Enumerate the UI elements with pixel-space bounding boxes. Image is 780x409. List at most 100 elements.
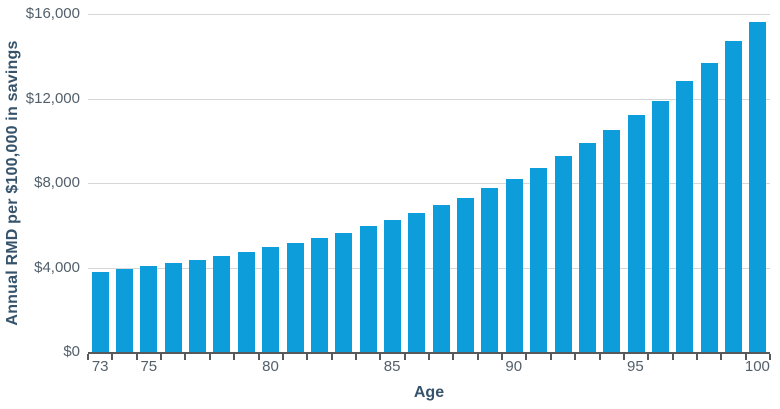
bar-age-87 <box>432 205 450 352</box>
gridline <box>88 14 770 15</box>
x-tick-mark <box>87 354 89 360</box>
bar-age-98 <box>700 62 718 352</box>
bar-age-73 <box>91 272 109 352</box>
bar-slot <box>648 14 672 352</box>
bar-age-94 <box>603 129 621 352</box>
x-tick-label <box>210 358 234 375</box>
bar-age-91 <box>530 168 548 352</box>
x-tick-mark <box>744 354 747 360</box>
x-tick-mark <box>622 354 625 360</box>
x-tick-mark <box>403 354 406 360</box>
x-tick-label <box>112 358 136 375</box>
x-tick-label <box>185 358 209 375</box>
gridline <box>88 183 770 184</box>
bar-age-97 <box>676 81 694 352</box>
x-tick-label: 90 <box>505 358 523 375</box>
gridline <box>88 267 770 269</box>
x-tick-mark <box>647 354 650 360</box>
x-tick-mark <box>549 354 552 360</box>
bar-age-79 <box>237 251 255 352</box>
x-tick-label <box>356 358 380 375</box>
bar-slot <box>307 14 331 352</box>
x-tick-label: 100 <box>744 358 770 375</box>
x-tick-mark <box>281 354 284 360</box>
bar-slot <box>478 14 502 352</box>
bar-slot <box>88 14 112 352</box>
bar-age-80 <box>262 247 280 352</box>
bar-slot <box>746 14 770 352</box>
bar-slot <box>551 14 575 352</box>
x-tick-label <box>696 358 720 375</box>
bar-slot <box>356 14 380 352</box>
bar-slot <box>721 14 745 352</box>
x-tick-mark <box>574 354 577 360</box>
bar-slot <box>600 14 624 352</box>
bar-slot <box>112 14 136 352</box>
x-tick-label: 73 <box>91 358 109 375</box>
x-tick-label <box>672 358 696 375</box>
y-tick-label: $12,000 <box>25 89 80 107</box>
bar-slot <box>283 14 307 352</box>
x-tick-mark <box>769 354 771 360</box>
x-tick-mark <box>257 354 260 360</box>
bar-age-86 <box>408 213 426 352</box>
bar-slot <box>259 14 283 352</box>
bar-age-88 <box>457 197 475 352</box>
x-tick-label <box>161 358 185 375</box>
x-tick-label: 75 <box>140 358 158 375</box>
x-tick-mark <box>695 354 698 360</box>
x-tick-label: 80 <box>262 358 279 375</box>
bar-age-96 <box>651 100 669 352</box>
x-tick-mark <box>379 354 382 360</box>
bar-age-100 <box>749 21 767 352</box>
x-tick-label <box>234 358 258 375</box>
x-tick-label <box>550 358 574 375</box>
bar-age-92 <box>554 156 572 352</box>
bar-slot <box>673 14 697 352</box>
x-tick-mark <box>184 354 187 360</box>
x-tick-label <box>283 358 307 375</box>
bar-slot <box>185 14 209 352</box>
x-tick-mark <box>452 354 455 360</box>
bar-age-89 <box>481 188 499 352</box>
x-tick-mark <box>354 354 357 360</box>
x-tick-mark <box>330 354 333 360</box>
bar-slot <box>429 14 453 352</box>
plot-area <box>88 14 770 354</box>
x-axis-title: Age <box>413 384 445 401</box>
bar-age-78 <box>213 256 231 352</box>
x-axis-line <box>88 352 770 354</box>
bar-slot <box>210 14 234 352</box>
x-tick-label <box>648 358 672 375</box>
x-tick-label <box>526 358 550 375</box>
bar-slot <box>234 14 258 352</box>
x-tick-label <box>404 358 428 375</box>
y-axis-tick-labels: $0 $4,000 $8,000 $12,000 $16,000 <box>0 0 80 409</box>
bar-slot <box>624 14 648 352</box>
x-tick-mark <box>111 354 114 360</box>
x-tick-mark <box>306 354 309 360</box>
x-tick-mark <box>598 354 601 360</box>
x-tick-label <box>453 358 477 375</box>
x-tick-label <box>721 358 745 375</box>
bar-age-82 <box>310 237 328 352</box>
x-tick-mark <box>476 354 479 360</box>
x-tick-mark <box>428 354 430 360</box>
y-tick-label: $16,000 <box>25 5 80 22</box>
bar-age-90 <box>505 178 523 352</box>
bar-age-85 <box>383 219 401 352</box>
bar-slot <box>526 14 550 352</box>
bar-slot <box>697 14 721 352</box>
bar-slot <box>502 14 526 352</box>
bar-age-95 <box>627 114 645 352</box>
x-tick-label: 95 <box>627 358 644 375</box>
x-tick-mark <box>720 354 723 360</box>
bar-slot <box>161 14 185 352</box>
bar-age-93 <box>578 142 596 352</box>
bar-slot <box>137 14 161 352</box>
bar-age-74 <box>116 269 134 352</box>
bar-age-77 <box>189 259 207 352</box>
bar-slot <box>332 14 356 352</box>
x-tick-label <box>477 358 501 375</box>
